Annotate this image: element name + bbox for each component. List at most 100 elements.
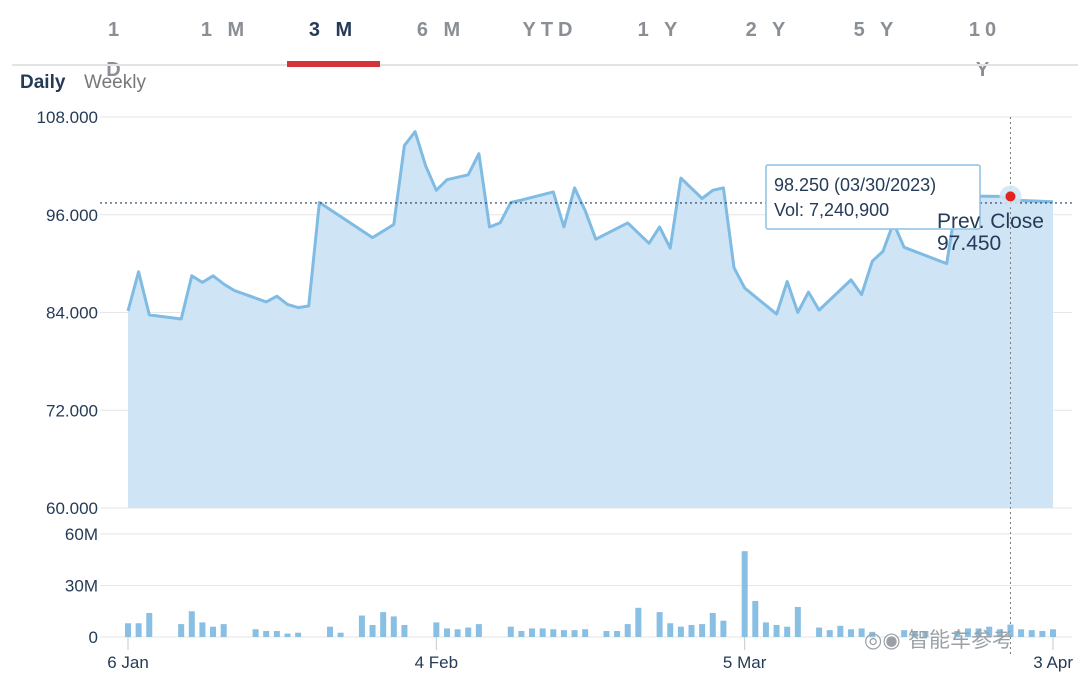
volume-bar: [390, 616, 397, 637]
tab-2y[interactable]: 2 Y: [745, 19, 791, 41]
volume-bar: [656, 612, 663, 637]
tab-1y[interactable]: 1 Y: [637, 19, 683, 41]
period-daily[interactable]: Daily: [20, 72, 66, 93]
volume-bar: [146, 612, 153, 637]
volume-bar: [709, 612, 716, 637]
volume-bar: [911, 631, 918, 637]
volume-bar: [220, 624, 227, 637]
volume-bar: [773, 624, 780, 637]
tooltip: 98.250 (03/30/2023) Vol: 7,240,900: [765, 164, 981, 230]
volume-bar: [454, 629, 461, 637]
price-tick-label: 96.000: [46, 206, 98, 225]
volume-bar: [699, 624, 706, 637]
volume-bar: [199, 622, 206, 637]
volume-bar: [571, 630, 578, 637]
volume-bar: [603, 630, 610, 637]
date-tick-label: 3 Apr: [1033, 653, 1073, 672]
volume-bar: [837, 625, 844, 637]
price-tick-label: 60.000: [46, 499, 98, 518]
tooltip-volume: Vol: 7,240,900: [774, 200, 889, 220]
volume-bar: [529, 628, 536, 637]
volume-bar: [401, 624, 408, 637]
volume-bar: [794, 606, 801, 637]
tooltip-price: 98.250 (03/30/2023): [774, 175, 936, 195]
volume-bar: [560, 630, 567, 637]
volume-axis-ticks: 60M 30M 0: [65, 525, 98, 647]
volume-bar: [443, 628, 450, 637]
volume-bar: [252, 629, 259, 637]
tabs-divider: [12, 64, 1078, 66]
volume-bar: [847, 629, 854, 637]
volume-bar: [518, 630, 525, 637]
tab-ytd[interactable]: YTD: [522, 19, 578, 41]
volume-bar: [358, 615, 365, 637]
volume-bar: [135, 623, 142, 637]
volume-bar: [741, 551, 748, 637]
hover-marker: [1005, 191, 1016, 202]
price-area: [128, 131, 1053, 508]
volume-bar: [677, 626, 684, 637]
volume-bar: [720, 620, 727, 637]
volume-bar: [752, 600, 759, 637]
volume-bar: [964, 628, 971, 637]
volume-bar: [1039, 630, 1046, 637]
wechat-icon: ◎◉: [864, 628, 901, 652]
volume-bar: [858, 628, 865, 637]
prev-close-label: Prev. Close: [937, 210, 1044, 233]
active-tab-indicator: [287, 61, 380, 67]
volume-bar: [337, 632, 344, 637]
price-tick-label: 72.000: [46, 401, 98, 420]
volume-bar: [327, 626, 334, 637]
volume-bar: [582, 629, 589, 637]
watermark: ◎◉ 智能车参考: [864, 624, 1013, 654]
volume-bar: [614, 630, 621, 637]
volume-bar: [975, 628, 982, 637]
volume-bar: [273, 630, 280, 637]
date-tick-label: 5 Mar: [723, 653, 767, 672]
volume-bar: [667, 623, 674, 637]
volume-tick-label: 0: [89, 628, 98, 647]
volume-bar: [816, 627, 823, 637]
volume-bar: [996, 629, 1003, 637]
volume-bar: [1018, 629, 1025, 637]
volume-bar: [188, 611, 195, 637]
tab-6m[interactable]: 6 M: [416, 19, 466, 41]
volume-bar: [1028, 630, 1035, 637]
volume-bar: [922, 630, 929, 637]
price-axis-ticks: 108.000 96.000 84.000 72.000 60.000: [37, 108, 98, 518]
price-line: [126, 130, 1054, 321]
period-weekly[interactable]: Weekly: [84, 72, 146, 93]
volume-bars: [125, 551, 1056, 637]
volume-bar: [635, 607, 642, 637]
tab-3m[interactable]: 3 M: [308, 19, 358, 41]
tab-5y[interactable]: 5 Y: [853, 19, 899, 41]
volume-bar: [550, 629, 557, 637]
date-tick-label: 6 Jan: [107, 653, 149, 672]
volume-bar: [784, 626, 791, 637]
volume-bar: [688, 624, 695, 637]
volume-bar: [507, 626, 514, 637]
tab-1m[interactable]: 1 M: [200, 19, 250, 41]
volume-bar: [1050, 629, 1056, 637]
volume-bar: [295, 632, 302, 637]
volume-bar: [954, 630, 961, 637]
volume-bar: [826, 630, 833, 637]
volume-bar: [380, 612, 387, 637]
volume-bar: [284, 633, 291, 637]
volume-bar: [901, 630, 908, 637]
volume-bar: [369, 624, 376, 637]
volume-bar: [762, 622, 769, 637]
price-tick-label: 84.000: [46, 304, 98, 323]
volume-tick-label: 30M: [65, 577, 98, 596]
tooltip-box: [765, 164, 981, 230]
volume-bar: [210, 626, 217, 637]
volume-bar: [869, 631, 876, 637]
date-axis-ticks: 6 Jan 4 Feb 5 Mar 3 Apr: [107, 637, 1073, 672]
price-tick-label: 108.000: [37, 108, 98, 127]
volume-bar: [465, 627, 472, 637]
volume-bar: [263, 630, 270, 637]
volume-bar: [125, 623, 131, 637]
volume-bar: [539, 628, 546, 637]
date-tick-label: 4 Feb: [415, 653, 458, 672]
